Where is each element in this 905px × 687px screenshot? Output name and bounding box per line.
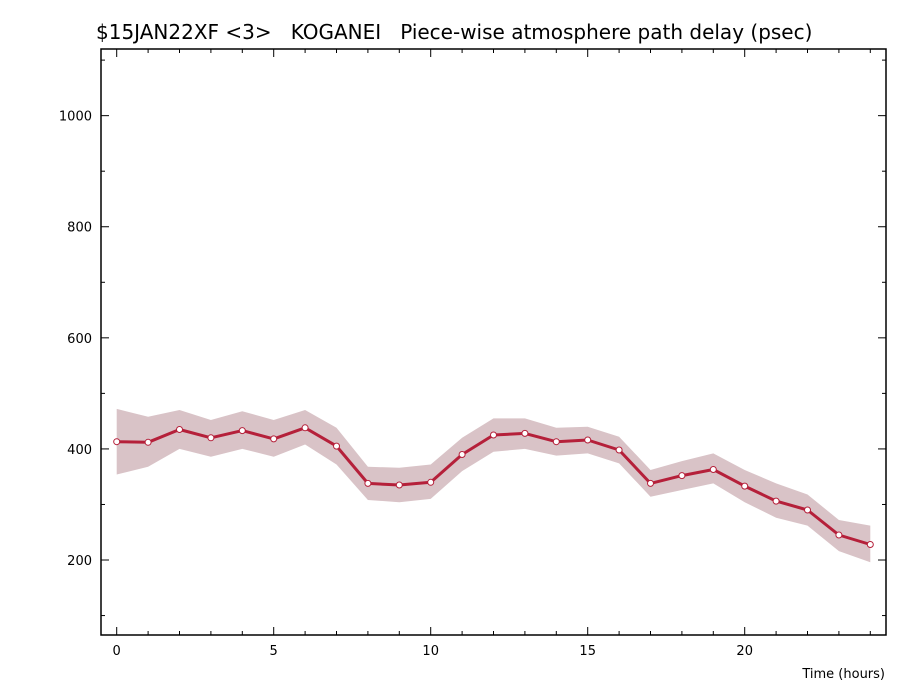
chart-title: $15JAN22XF <3> KOGANEI Piece-wise atmosp… [96, 20, 812, 44]
x-tick-label: 20 [736, 644, 753, 659]
data-point [113, 438, 121, 446]
data-point [144, 438, 152, 446]
data-point [835, 531, 843, 539]
y-tick-label: 400 [67, 443, 92, 458]
plot-frame [100, 48, 887, 636]
data-point [772, 497, 780, 505]
data-point-layer [113, 424, 874, 548]
data-point [238, 427, 246, 435]
x-tick-label: 15 [579, 644, 596, 659]
data-point [458, 451, 466, 458]
data-point [709, 466, 717, 473]
data-point [176, 426, 183, 433]
data-point [301, 424, 309, 432]
data-point [866, 541, 874, 548]
data-point [647, 479, 654, 487]
uncertainty-band-layer [116, 408, 871, 563]
data-point [333, 442, 340, 450]
x-tick-label: 5 [270, 644, 278, 659]
data-point [804, 506, 811, 514]
x-axis-label: Time (hours) [801, 667, 885, 682]
data-point [427, 478, 435, 486]
y-tick-label: 800 [67, 221, 92, 236]
x-tick-label: 10 [422, 644, 439, 659]
data-point [207, 434, 215, 442]
axis-ticks [101, 49, 886, 635]
uncertainty-band [116, 408, 871, 563]
data-point [584, 436, 592, 444]
data-point [364, 479, 372, 487]
y-tick-label: 600 [67, 332, 92, 347]
axis-tick-labels: 0 5 10 15 20 200 400 600 800 1000 [59, 110, 753, 659]
data-point [395, 481, 403, 489]
data-point [270, 435, 278, 443]
data-point [741, 482, 749, 490]
y-tick-label: 1000 [59, 110, 92, 125]
data-point [552, 438, 560, 446]
data-point [521, 429, 529, 437]
y-tick-label: 200 [67, 554, 92, 569]
data-point [490, 431, 497, 439]
data-point [678, 472, 686, 480]
x-tick-label: 0 [113, 644, 121, 659]
data-point [615, 446, 623, 454]
